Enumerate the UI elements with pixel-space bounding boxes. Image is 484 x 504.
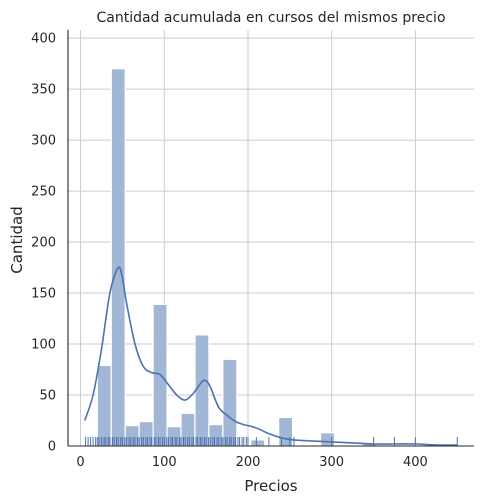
histogram-bar [250, 439, 266, 447]
kde-curve [83, 266, 458, 446]
x-tick-label: 100 [152, 455, 177, 470]
x-tick-label: 400 [403, 455, 428, 470]
x-axis-label: Precios [244, 477, 297, 495]
y-tick-label: 250 [31, 185, 56, 200]
chart-title: Cantidad acumulada en cursos del mismos … [96, 10, 445, 26]
y-axis-label: Cantidad [8, 206, 26, 273]
histogram-bar [110, 68, 126, 447]
y-tick-label: 150 [31, 287, 56, 302]
x-tick-label: 300 [319, 455, 344, 470]
y-tick-label: 350 [31, 83, 56, 98]
y-tick-label: 0 [48, 440, 56, 455]
histogram-bar [96, 364, 112, 447]
axes [67, 30, 474, 447]
y-tick-label: 300 [31, 134, 56, 149]
y-tick-label: 100 [31, 338, 56, 353]
histogram-bar [222, 358, 238, 447]
x-tick-label: 0 [76, 455, 84, 470]
x-tick-label: 200 [236, 455, 261, 470]
histogram-bars [96, 68, 461, 447]
histogram-bar [194, 334, 210, 447]
x-tick-labels: 0 100 200 300 400 [76, 455, 427, 470]
histogram-bar [319, 432, 336, 447]
rug-marks [85, 437, 458, 446]
histogram-bar [278, 416, 294, 447]
grid-lines [68, 30, 474, 447]
y-tick-label: 200 [31, 236, 56, 251]
y-tick-label: 400 [31, 32, 56, 47]
y-tick-label: 50 [39, 389, 56, 404]
y-tick-labels: 0 50 100 150 200 250 300 350 400 [31, 32, 56, 455]
